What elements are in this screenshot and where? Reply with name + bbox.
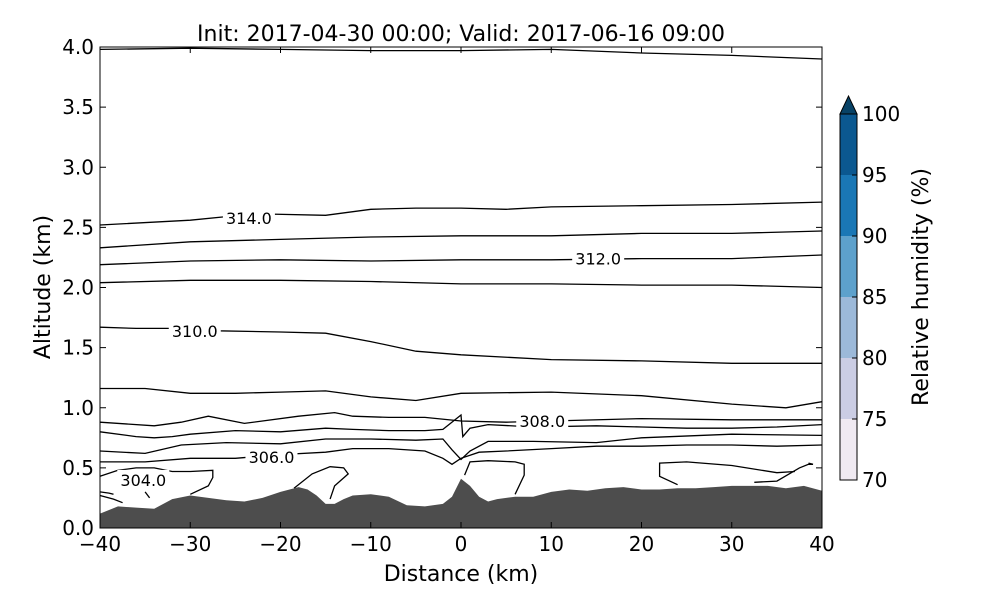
- colorbar: 70 75 80 85 90 95 100: [839, 94, 900, 492]
- colorbar-extend-arrow: [839, 94, 858, 115]
- contour-label-text: 304.0: [120, 471, 166, 490]
- colorbar-tick-label: 95: [862, 163, 887, 187]
- x-tick-label: 30: [719, 532, 744, 556]
- colorbar-tick-label: 100: [862, 102, 900, 126]
- contour-line: [99, 254, 823, 266]
- colorbar-tick-label: 75: [862, 407, 887, 431]
- y-tick-label: 3.5: [62, 95, 94, 119]
- colorbar-band: [840, 297, 857, 358]
- x-tick-label: −10: [350, 532, 392, 556]
- y-axis-label: Altitude (km): [31, 215, 56, 359]
- y-tick-label: 2.5: [62, 215, 94, 239]
- contour-label: 304.0: [117, 469, 170, 490]
- x-axis-label: Distance (km): [384, 562, 539, 587]
- contour-label-text: 306.0: [249, 448, 295, 467]
- plot-area: 314.0 312.0 310.0 308.0 306.0 304.0: [99, 46, 823, 529]
- y-axis: 0.0 0.5 1.0 1.5 2.0 2.5 3.0 3.5 4.0: [62, 35, 822, 540]
- contour-line: [99, 467, 214, 495]
- y-tick-label: 2.0: [62, 276, 94, 300]
- contour-line: [99, 413, 823, 439]
- contour-line: [463, 460, 525, 495]
- colorbar-tick-label: 70: [862, 468, 887, 492]
- x-tick-label: 20: [629, 532, 654, 556]
- y-tick-label: 1.0: [62, 396, 94, 420]
- colorbar-band: [840, 114, 857, 175]
- contour-label: 314.0: [222, 207, 275, 228]
- y-tick-label: 4.0: [62, 35, 94, 59]
- contour-label: 312.0: [572, 248, 625, 269]
- plot-background: [100, 47, 822, 528]
- colorbar-band: [840, 419, 857, 480]
- colorbar-tick-label: 80: [862, 346, 887, 370]
- x-tick-label: 0: [455, 532, 468, 556]
- contour-line: [99, 433, 823, 461]
- y-tick-label: 0.5: [62, 456, 94, 480]
- x-tick-label: 40: [809, 532, 834, 556]
- contour-line: [293, 466, 350, 500]
- x-axis: −40 −30 −20 −10 0 10 20 30 40: [79, 47, 835, 556]
- contour-label-text: 314.0: [226, 209, 272, 228]
- y-tick-label: 0.0: [62, 516, 94, 540]
- contour-line: [99, 494, 123, 504]
- colorbar-tick-label: 90: [862, 224, 887, 248]
- contour-label: 308.0: [516, 410, 569, 431]
- contour-label: 310.0: [168, 320, 221, 341]
- x-tick-label: −40: [79, 532, 121, 556]
- x-tick-label: −30: [169, 532, 211, 556]
- y-tick-label: 1.5: [62, 336, 94, 360]
- contour-line: [754, 462, 814, 483]
- contour-line: [99, 279, 823, 289]
- contour-labels: 314.0 312.0 310.0 308.0 306.0 304.0: [117, 207, 625, 490]
- contour-line: [144, 491, 151, 499]
- colorbar-band: [840, 236, 857, 297]
- colorbar-tick-label: 85: [862, 285, 887, 309]
- contour-label-text: 312.0: [575, 250, 621, 269]
- contour-line: [99, 491, 114, 495]
- colorbar-band: [840, 358, 857, 419]
- terrain-fill: [100, 478, 822, 528]
- contour-label-text: 308.0: [519, 412, 565, 431]
- contour-line: [99, 230, 823, 249]
- x-tick-label: −20: [259, 532, 301, 556]
- colorbar-label: Relative humidity (%): [909, 168, 934, 406]
- x-tick-label: 10: [539, 532, 564, 556]
- contour-line: [658, 461, 795, 486]
- colorbar-band: [840, 175, 857, 236]
- y-tick-label: 3.0: [62, 155, 94, 179]
- contour-line: [99, 411, 822, 427]
- contour-label: 306.0: [245, 447, 298, 468]
- chart-title: Init: 2017-04-30 00:00; Valid: 2017-06-1…: [197, 22, 725, 47]
- contour-line: [100, 387, 823, 409]
- contour-label-text: 310.0: [172, 322, 218, 341]
